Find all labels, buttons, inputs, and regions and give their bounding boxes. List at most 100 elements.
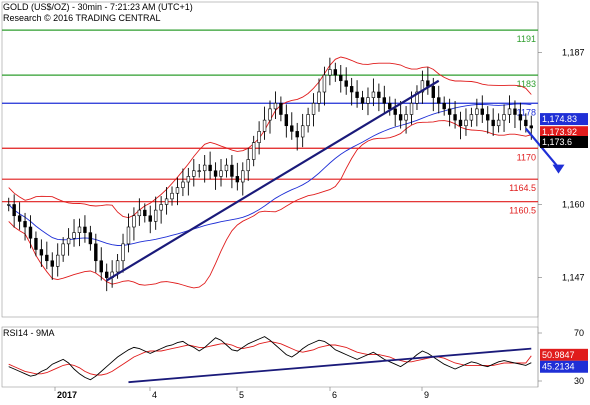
candle-body <box>23 221 27 228</box>
candle-body <box>88 232 93 245</box>
rsi-ma-line <box>8 340 532 376</box>
price-y-tick-label: 1,187 <box>562 48 585 58</box>
support-trendline <box>106 79 440 282</box>
candle-body <box>431 86 435 98</box>
candle-body <box>366 97 370 104</box>
candle-body <box>333 69 338 76</box>
candle-body <box>458 119 463 127</box>
rsi-y-tick-label: 30 <box>574 376 584 386</box>
candle-body <box>208 164 212 172</box>
candle-body <box>241 170 245 183</box>
candle-body <box>491 119 495 127</box>
candle-body <box>186 176 191 183</box>
price-badge-label: 1,174.83 <box>542 114 577 124</box>
candle-body <box>34 237 38 250</box>
candle-body <box>279 102 283 115</box>
x-tick-label: 9 <box>424 390 429 400</box>
price-badge <box>540 126 588 139</box>
candle-body <box>170 192 174 200</box>
price-panel: 1,147 1,160 1,187 1191 1183 1178 1170 1164.5 116… <box>1 1 588 387</box>
candle-body <box>502 114 506 121</box>
price-badge <box>540 113 588 126</box>
candle-body <box>251 142 256 160</box>
candle-body <box>17 215 22 222</box>
candle-body <box>415 91 419 104</box>
candle-body <box>322 74 327 93</box>
price-y-tick-label: 1,160 <box>562 200 585 210</box>
rsi-badge-label: 50.9847 <box>542 350 575 360</box>
candle-body <box>50 260 54 267</box>
candle-body <box>469 114 474 121</box>
candle-body <box>295 131 299 138</box>
candle-body <box>202 164 207 172</box>
candle-body <box>66 237 71 245</box>
candle-body <box>246 159 250 172</box>
candle-body <box>328 69 332 76</box>
candle-body <box>164 198 169 205</box>
candle-body <box>284 114 289 127</box>
candle-body <box>290 125 294 132</box>
level-label: 1170 <box>517 152 536 162</box>
candle-body <box>447 108 452 115</box>
candle-body <box>12 204 16 217</box>
x-tick-label: 5 <box>239 390 244 400</box>
candle-body <box>83 226 87 233</box>
price-badge-label: 1,173.6 <box>542 137 572 147</box>
rsi-panel-title: RSI14 - 9MA <box>3 328 55 338</box>
candle-body <box>398 114 403 121</box>
candle-body <box>486 114 490 121</box>
price-badge-label: 1,173.92 <box>542 127 577 137</box>
candle-body <box>420 80 425 93</box>
candle-body <box>181 181 185 188</box>
candle-body <box>273 102 278 110</box>
chart-title: GOLD (US$/OZ) - 30min - 7:21:23 AM (UTC+… <box>3 2 193 12</box>
candle-body <box>496 119 501 127</box>
candle-body <box>377 91 381 98</box>
candle-body <box>442 102 446 110</box>
candle-body <box>137 209 142 217</box>
candle-body <box>224 164 229 172</box>
candle-body <box>464 119 468 127</box>
candle-body <box>121 243 125 262</box>
level-label: 1164.5 <box>509 183 536 193</box>
candle-body <box>388 102 392 110</box>
candle-body <box>317 91 321 104</box>
candle-body <box>349 86 354 93</box>
candle-body <box>126 226 131 245</box>
x-tick-label: 2017 <box>57 390 77 400</box>
candle-body <box>213 170 218 177</box>
rsi-badge-label: 45.2134 <box>542 362 575 372</box>
rsi-panel: 2017 4 5 6 9 30 70 50.9847 45.2134 <box>1 326 588 400</box>
candle-body <box>360 97 365 104</box>
candle-body <box>219 170 223 177</box>
candle-body <box>262 119 267 132</box>
rsi-badge <box>540 360 588 373</box>
rsi-line <box>8 336 532 381</box>
bollinger-lower-line <box>8 120 532 289</box>
candle-body <box>437 97 441 104</box>
candle-body <box>306 114 310 127</box>
chart-subtitle: Research © 2016 TRADING CENTRAL <box>3 13 161 23</box>
candle-body <box>39 249 44 256</box>
rsi-panel-frame <box>1 326 539 388</box>
candle-body <box>77 226 82 233</box>
candle-body <box>175 187 180 194</box>
candle-body <box>132 215 136 228</box>
candle-body <box>94 243 98 262</box>
candle-body <box>230 164 234 177</box>
candle-body <box>257 131 261 143</box>
candle-body <box>28 226 33 239</box>
level-label: 1191 <box>517 34 536 44</box>
candle-body <box>61 243 65 256</box>
candle-body <box>72 232 76 239</box>
candle-body <box>409 102 414 115</box>
candle-body <box>268 108 272 121</box>
candle-body <box>524 119 528 127</box>
candle-body <box>105 271 109 278</box>
candle-body <box>344 80 348 87</box>
candle-body <box>453 114 457 121</box>
candle-body <box>518 114 523 121</box>
candle-body <box>45 254 49 262</box>
